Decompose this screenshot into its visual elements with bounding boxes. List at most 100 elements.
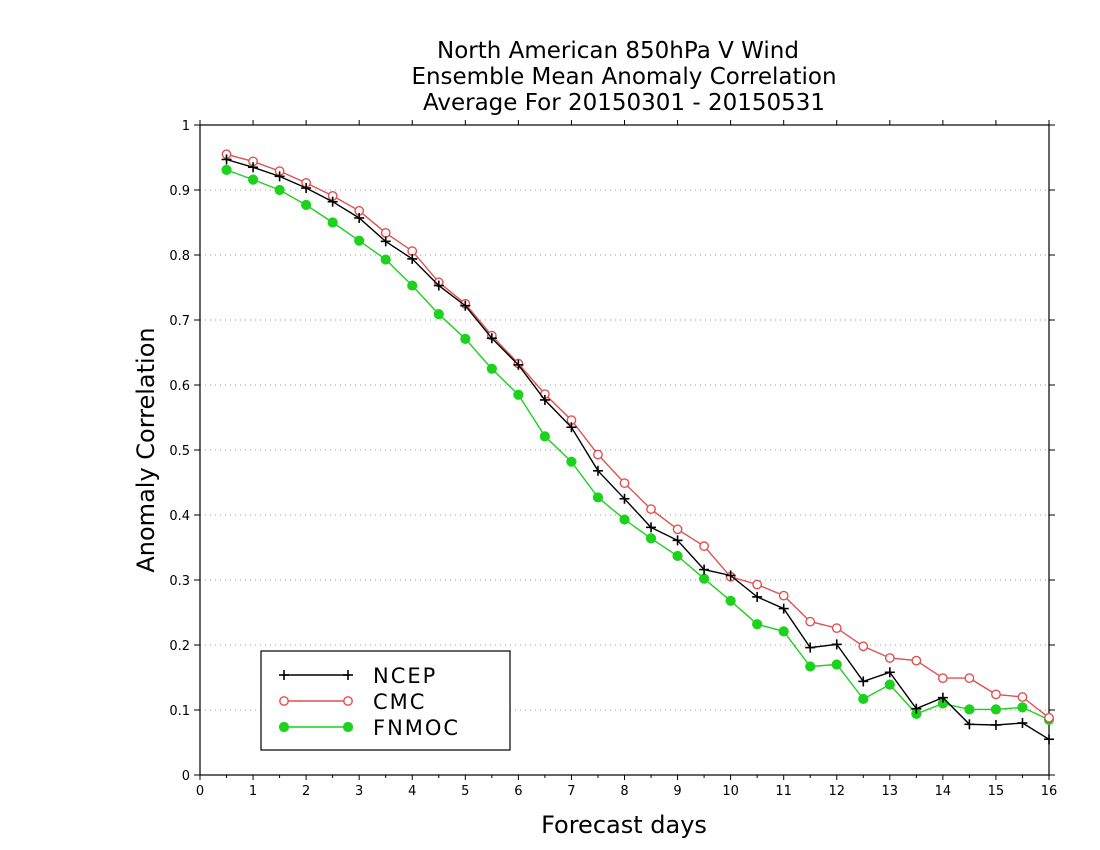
data-point-ncep <box>831 639 842 650</box>
y-tick-label: 0.7 <box>169 314 190 329</box>
y-tick-label: 0.9 <box>169 184 190 199</box>
data-point-ncep <box>513 359 524 370</box>
legend-marker-ncep <box>279 670 289 680</box>
legend-item-cmc: CMC <box>279 690 426 714</box>
x-tick-label: 9 <box>673 784 681 799</box>
data-point-ncep <box>619 493 630 504</box>
legend-label-cmc: CMC <box>373 690 426 714</box>
x-tick-label: 2 <box>302 784 310 799</box>
y-tick-label: 0.8 <box>169 249 190 264</box>
data-point-ncep <box>486 333 497 344</box>
y-tick-label: 0.1 <box>169 704 190 719</box>
x-tick-label: 7 <box>567 784 575 799</box>
data-point-cmc <box>831 623 842 633</box>
series-fnmoc <box>221 164 1055 725</box>
data-point-fnmoc <box>327 217 338 228</box>
chart-title: North American 850hPa V Wind Ensemble Me… <box>411 38 836 116</box>
x-tick-label: 11 <box>775 784 792 799</box>
y-tick-label: 0.6 <box>169 379 190 394</box>
data-point-cmc <box>1017 692 1028 702</box>
data-point-fnmoc <box>884 679 895 690</box>
series-line-cmc <box>226 153 1050 719</box>
data-point-ncep <box>937 692 948 703</box>
data-point-fnmoc <box>725 595 736 606</box>
data-point-ncep <box>460 300 471 311</box>
data-point-fnmoc <box>301 199 312 211</box>
x-tick-label: 4 <box>408 784 416 799</box>
x-tick-label: 3 <box>355 784 363 799</box>
data-point-cmc <box>619 478 630 489</box>
data-point-fnmoc <box>407 280 418 291</box>
data-point-fnmoc <box>672 550 683 562</box>
data-point-cmc <box>752 579 763 590</box>
data-point-fnmoc <box>221 164 232 175</box>
data-point-ncep <box>433 280 444 291</box>
data-point-fnmoc <box>858 693 869 705</box>
gridlines <box>200 189 1049 711</box>
data-point-cmc <box>884 653 895 663</box>
data-point-fnmoc <box>274 184 285 196</box>
data-point-ncep <box>672 535 683 546</box>
data-point-fnmoc <box>831 659 842 670</box>
x-tick-label: 1 <box>249 784 257 799</box>
data-point-ncep <box>699 564 710 575</box>
x-tick-label: 16 <box>1041 784 1058 799</box>
data-point-fnmoc <box>539 431 551 442</box>
data-point-ncep <box>221 154 232 165</box>
x-tick-label: 15 <box>988 784 1005 799</box>
legend-label-fnmoc: FNMOC <box>373 716 460 740</box>
data-point-fnmoc <box>354 235 365 246</box>
data-point-cmc <box>699 541 709 552</box>
data-point-fnmoc <box>592 492 604 503</box>
data-point-cmc <box>778 590 789 601</box>
data-point-ncep <box>752 591 763 602</box>
data-point-ncep <box>858 676 869 687</box>
data-point-cmc <box>858 641 869 652</box>
data-point-cmc <box>911 655 922 666</box>
axis-ticks: 00.10.20.30.40.50.60.70.80.910 1 2 3 4 5 6 7 8 9 1… <box>169 119 1057 799</box>
data-point-ncep <box>274 171 285 182</box>
data-point-ncep <box>327 196 338 207</box>
data-point-fnmoc <box>433 309 444 320</box>
x-tick-label: 6 <box>514 784 522 799</box>
data-point-fnmoc <box>805 661 816 672</box>
legend-item-ncep: NCEP <box>279 664 437 688</box>
data-point-cmc <box>1044 712 1054 723</box>
data-point-fnmoc <box>778 626 789 637</box>
data-point-ncep <box>964 719 975 730</box>
data-point-ncep <box>539 394 550 405</box>
data-point-fnmoc <box>566 456 577 467</box>
y-tick-label: 0 <box>182 769 190 784</box>
data-point-fnmoc <box>990 704 1002 715</box>
data-point-fnmoc <box>645 533 657 544</box>
data-point-fnmoc <box>698 573 710 584</box>
data-point-fnmoc <box>380 254 391 265</box>
legend-marker-ncep <box>343 670 353 680</box>
legend-marker-fnmoc <box>342 721 354 733</box>
y-tick-label: 0.2 <box>169 639 190 654</box>
data-point-cmc <box>964 673 975 684</box>
x-tick-label: 8 <box>620 784 628 799</box>
data-point-ncep <box>407 253 418 264</box>
series-cmc <box>221 149 1054 723</box>
data-point-ncep <box>301 183 312 194</box>
y-tick-label: 0.4 <box>169 509 190 524</box>
data-point-ncep <box>990 719 1001 730</box>
data-point-cmc <box>646 504 656 515</box>
x-tick-label: 13 <box>882 784 899 799</box>
series-line-fnmoc <box>226 169 1050 721</box>
data-point-ncep <box>566 422 577 433</box>
data-point-cmc <box>593 449 603 460</box>
legend-label-ncep: NCEP <box>373 664 437 688</box>
data-point-ncep <box>380 236 391 247</box>
data-point-fnmoc <box>752 619 763 630</box>
title-line-2: Ensemble Mean Anomaly Correlation <box>411 64 836 90</box>
data-point-cmc <box>937 673 948 684</box>
data-series <box>221 149 1055 745</box>
x-axis-label: Forecast days <box>541 811 707 839</box>
data-point-cmc <box>991 689 1001 700</box>
y-tick-label: 0.3 <box>169 574 190 589</box>
